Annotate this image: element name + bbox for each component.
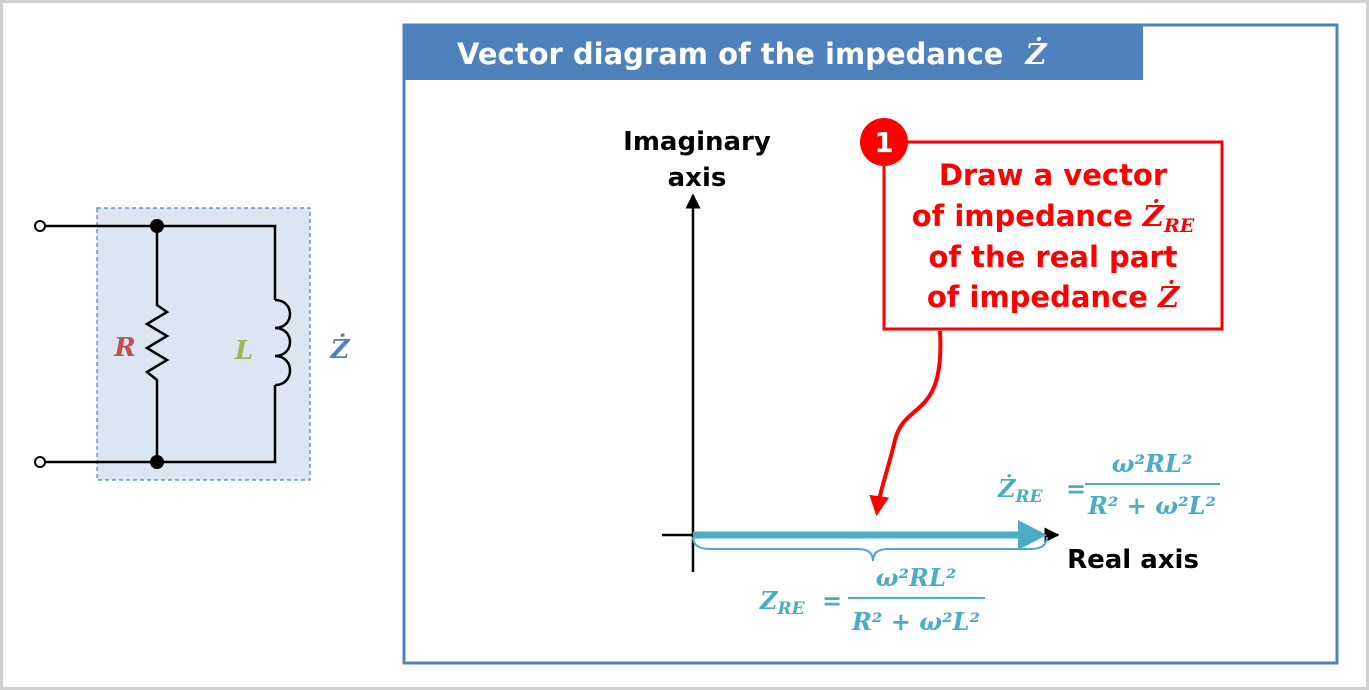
impedance-label: Ż: [330, 333, 351, 365]
formula-lhs: ŻRE: [997, 474, 1044, 507]
formula-lhs: ZRE: [759, 586, 806, 619]
terminal: [34, 456, 46, 468]
callout-symbol: Ż: [1142, 197, 1166, 233]
brace: [692, 536, 1048, 562]
node: [150, 219, 164, 233]
imaginary-axis-label: axis: [668, 163, 727, 193]
terminal: [34, 220, 46, 232]
formula-numerator: ω²RL²: [876, 563, 957, 592]
formula-subscript: RE: [1015, 487, 1044, 507]
vector-head: [1018, 520, 1047, 550]
node: [150, 455, 164, 469]
callout-subscript: RE: [1163, 215, 1195, 237]
callout-badge: [860, 118, 908, 166]
formula-denominator: R² + ω²L²: [851, 607, 980, 636]
brace-formula: ZRE = ω²RL² R² + ω²L²: [759, 563, 985, 636]
inductor-label: L: [234, 336, 253, 366]
callout-line: of impedance ŻRE: [912, 197, 1195, 237]
title-bar: [404, 25, 1143, 80]
wire: [45, 224, 277, 464]
title-symbol: Ż: [1024, 35, 1048, 71]
callout-line-text: of impedance: [912, 199, 1133, 233]
callout-line-text: of the real part: [929, 240, 1178, 274]
callout-number: 1: [874, 126, 893, 159]
inductor: [274, 298, 292, 387]
imaginary-axis-label: Imaginary: [623, 127, 771, 157]
callout-line-text: Draw a vector: [939, 158, 1168, 192]
formula-numerator: ω²RL²: [1112, 449, 1193, 478]
callout-symbol: Ż: [1157, 278, 1181, 314]
formula-equals: =: [1066, 474, 1086, 503]
formula-denominator: R² + ω²L²: [1087, 491, 1216, 520]
formula-subscript: RE: [777, 599, 806, 619]
resistor-label: R: [113, 333, 136, 363]
formula-symbol: Z: [759, 586, 779, 615]
callout-line: Draw a vector: [939, 158, 1168, 192]
callout-arrow: [869, 330, 943, 516]
title-text: Vector diagram of the impedance: [457, 37, 1003, 71]
formula-symbol: Ż: [997, 474, 1017, 503]
formula-equals: =: [822, 586, 842, 615]
resistor: [144, 226, 170, 462]
callout-line-text: of impedance: [927, 280, 1148, 314]
callout-line: of the real part: [929, 240, 1178, 274]
circuit: [34, 207, 311, 481]
real-axis-label: Real axis: [1067, 545, 1199, 575]
callout-box: [882, 140, 1224, 331]
vector-formula: ŻRE = ω²RL² R² + ω²L²: [997, 449, 1220, 520]
callout-line: of impedance Ż: [927, 278, 1181, 314]
title: Vector diagram of the impedance Ż: [457, 35, 1048, 71]
